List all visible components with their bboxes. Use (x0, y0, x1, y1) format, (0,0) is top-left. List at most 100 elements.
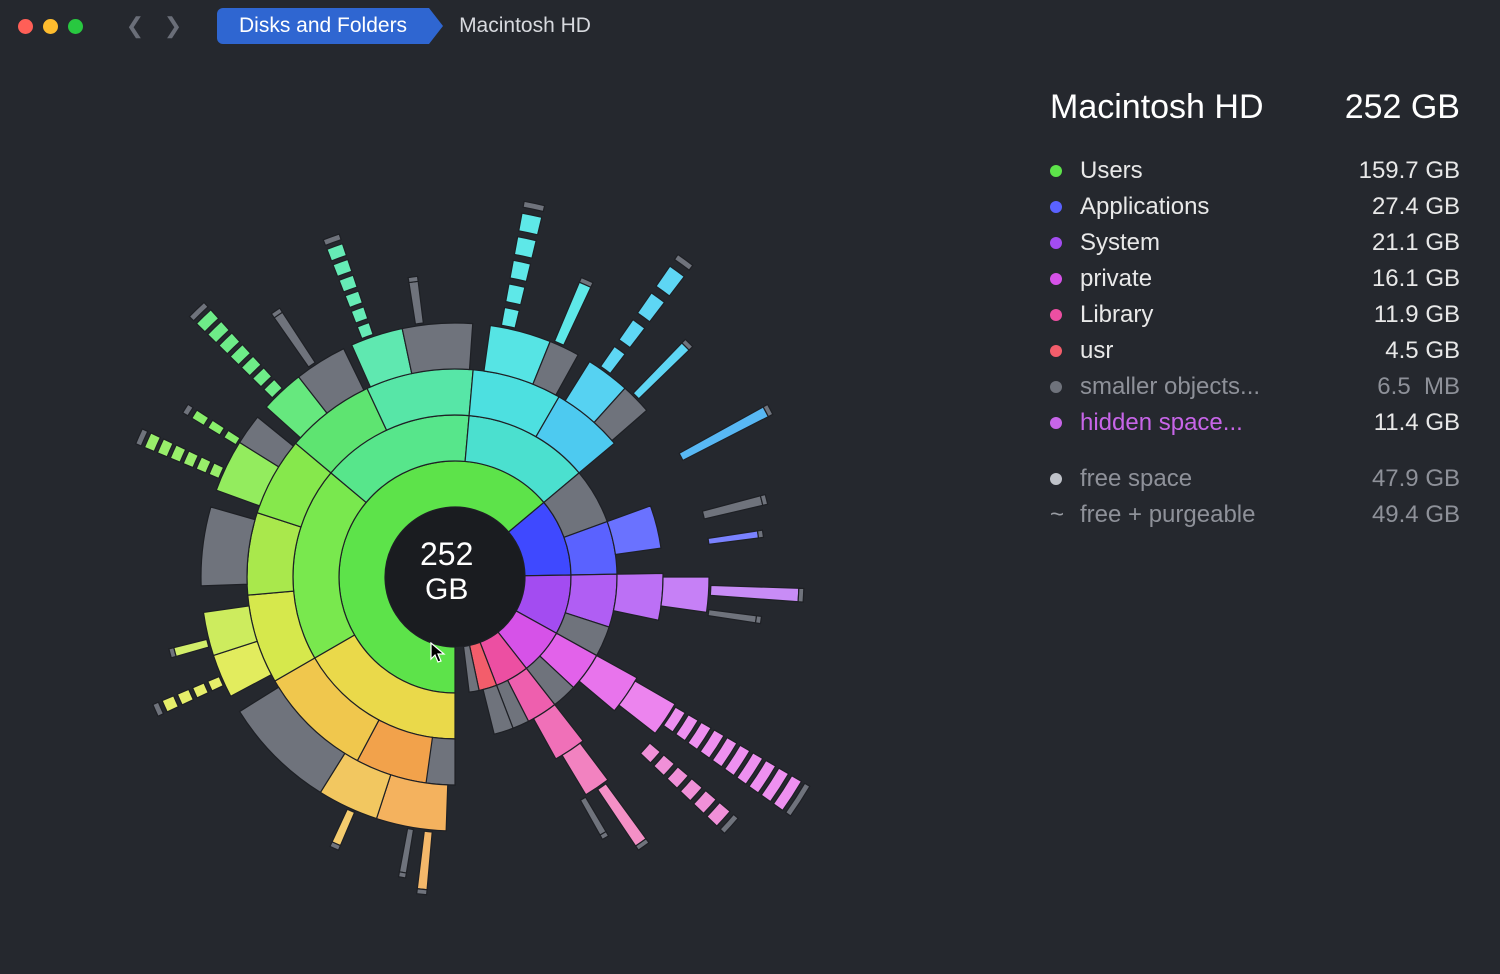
legend-row[interactable]: free space47.9 GB (1050, 465, 1460, 493)
sunburst-chart[interactable]: 252 GB (0, 52, 1040, 974)
sunburst-segment[interactable] (201, 507, 255, 586)
sunburst-segment[interactable] (607, 506, 661, 555)
sunburst-segment[interactable] (656, 266, 684, 296)
legend-name: free space (1080, 465, 1372, 493)
sunburst-segment[interactable] (144, 433, 160, 451)
sunburst-segment[interactable] (661, 577, 709, 612)
sunburst-segment[interactable] (274, 312, 315, 367)
zoom-button[interactable] (68, 19, 83, 34)
sunburst-segment[interactable] (174, 639, 209, 656)
sunburst-segment[interactable] (351, 307, 368, 323)
sunburst-segment[interactable] (501, 308, 519, 329)
breadcrumb-current[interactable]: Macintosh HD (429, 8, 613, 44)
sunburst-segment[interactable] (177, 689, 193, 705)
sunburst-segment[interactable] (708, 610, 756, 623)
legend-row[interactable]: Library11.9 GB (1050, 301, 1460, 329)
sunburst-segment[interactable] (633, 343, 689, 399)
legend-row[interactable]: System21.1 GB (1050, 229, 1460, 257)
legend-name: Library (1080, 301, 1374, 329)
legend-name: System (1080, 229, 1372, 257)
sunburst-segment[interactable] (580, 797, 606, 835)
sunburst-segment[interactable] (402, 323, 473, 374)
titlebar: ❮ ❯ Disks and Folders Macintosh HD (0, 0, 1500, 52)
sunburst-segment[interactable] (196, 457, 211, 473)
sunburst-segment[interactable] (183, 451, 198, 468)
sunburst-segment[interactable] (514, 237, 536, 258)
sunburst-segment[interactable] (667, 767, 688, 788)
sunburst-segment[interactable] (519, 213, 542, 235)
sunburst-segment[interactable] (192, 410, 209, 425)
sunburst-segment[interactable] (162, 696, 178, 712)
breadcrumb-root[interactable]: Disks and Folders (217, 8, 429, 44)
sunburst-segment[interactable] (640, 743, 660, 763)
sunburst-segment[interactable] (339, 275, 357, 292)
sunburst-segment[interactable] (506, 284, 525, 305)
sunburst-segment[interactable] (345, 291, 362, 307)
legend-name: Users (1080, 157, 1359, 185)
sunburst-segment[interactable] (613, 573, 663, 620)
legend-row[interactable]: usr4.5 GB (1050, 337, 1460, 365)
sunburst-segment[interactable] (601, 346, 625, 373)
sunburst-segment[interactable] (170, 445, 185, 462)
legend-dot (1050, 417, 1062, 429)
legend-name: usr (1080, 337, 1385, 365)
sunburst-segment[interactable] (408, 276, 418, 282)
minimize-button[interactable] (43, 19, 58, 34)
sunburst-segment[interactable] (208, 677, 223, 691)
sunburst-segment[interactable] (327, 244, 346, 261)
nav-forward-button[interactable]: ❯ (159, 15, 187, 37)
legend-name: private (1080, 265, 1372, 293)
sunburst-segment[interactable] (702, 496, 762, 519)
sunburst-segment[interactable] (710, 585, 798, 601)
sunburst-segment[interactable] (183, 404, 193, 416)
sunburst-segment[interactable] (357, 323, 373, 339)
legend-row[interactable]: hidden space...11.4 GB (1050, 409, 1460, 437)
sunburst-segment[interactable] (157, 439, 173, 457)
legend-dot (1050, 165, 1062, 177)
legend-dot (1050, 201, 1062, 213)
sunburst-segment[interactable] (323, 234, 341, 245)
sunburst-segment[interactable] (708, 531, 758, 544)
legend-name: smaller objects... (1080, 373, 1377, 401)
sunburst-segment[interactable] (758, 530, 764, 538)
sunburst-segment[interactable] (756, 616, 762, 624)
sunburst-segment[interactable] (417, 889, 427, 895)
sunburst-segment[interactable] (399, 872, 407, 878)
sunburst-segment[interactable] (399, 829, 413, 873)
sunburst-segment[interactable] (654, 755, 675, 776)
sunburst-segment[interactable] (555, 282, 591, 345)
legend-dot (1050, 309, 1062, 321)
sunburst-segment[interactable] (409, 281, 423, 324)
legend-size: 11.4 GB (1374, 409, 1460, 437)
sunburst-segment[interactable] (679, 407, 768, 460)
legend-row[interactable]: smaller objects...6.5 MB (1050, 373, 1460, 401)
sunburst-segment[interactable] (193, 683, 209, 698)
sunburst-segment[interactable] (224, 430, 240, 444)
legend-name: Applications (1080, 193, 1372, 221)
sunburst-segment[interactable] (675, 255, 693, 271)
legend-dot (1050, 345, 1062, 357)
legend-size: 49.4 GB (1372, 501, 1460, 529)
legend-name: free + purgeable (1080, 501, 1372, 529)
chart-center (385, 507, 525, 647)
sunburst-segment[interactable] (798, 588, 804, 602)
nav-back-button[interactable]: ❮ (121, 15, 149, 37)
sunburst-segment[interactable] (638, 293, 665, 322)
sunburst-segment[interactable] (332, 809, 354, 845)
legend-row[interactable]: Applications27.4 GB (1050, 193, 1460, 221)
sunburst-segment[interactable] (333, 259, 352, 276)
legend-size: 16.1 GB (1372, 265, 1460, 293)
legend-row[interactable]: Users159.7 GB (1050, 157, 1460, 185)
sunburst-segment[interactable] (153, 702, 164, 716)
legend-row[interactable]: ~free + purgeable49.4 GB (1050, 501, 1460, 529)
sunburst-segment[interactable] (523, 201, 545, 211)
sunburst-segment[interactable] (510, 260, 530, 281)
sunburst-segment[interactable] (619, 320, 645, 348)
sunburst-segment[interactable] (208, 420, 225, 435)
legend-row[interactable]: private16.1 GB (1050, 265, 1460, 293)
close-button[interactable] (18, 19, 33, 34)
sunburst-segment[interactable] (417, 831, 432, 890)
sunburst-segment[interactable] (247, 513, 301, 595)
nav-arrows: ❮ ❯ (121, 15, 187, 37)
legend-size: 6.5 MB (1377, 373, 1460, 401)
